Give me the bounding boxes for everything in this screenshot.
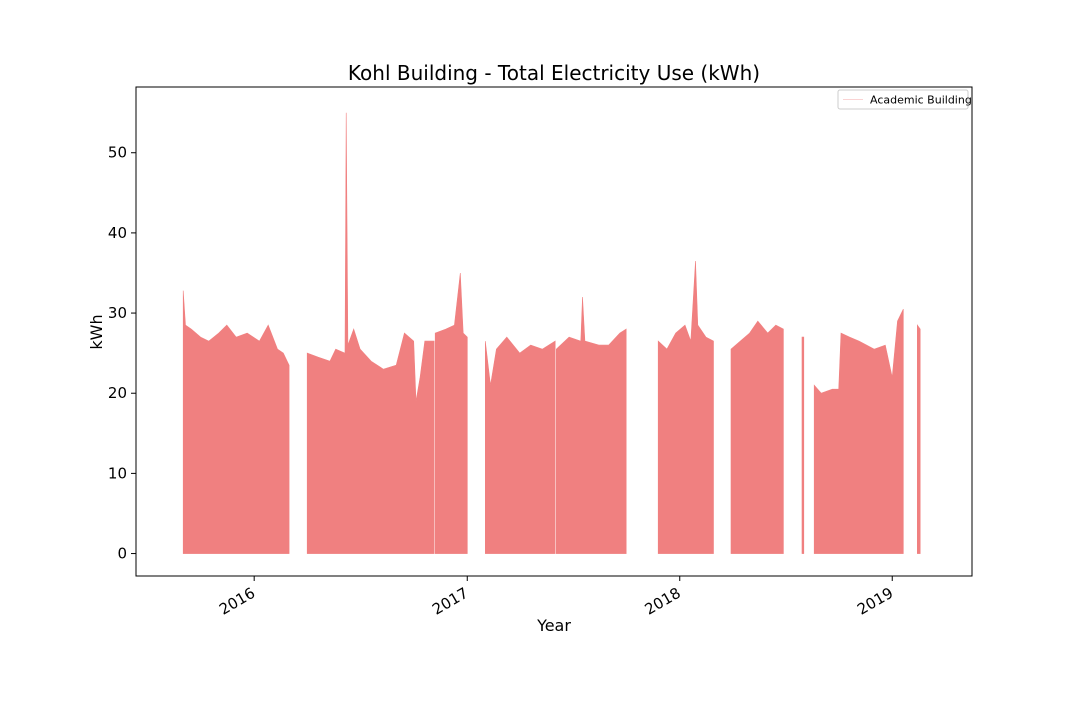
legend: Academic Building bbox=[837, 89, 972, 110]
y-tick-label-20: 20 bbox=[108, 384, 127, 402]
series-area-segment-1 bbox=[306, 112, 435, 554]
legend-entry-label: Academic Building bbox=[870, 94, 972, 107]
series-layer bbox=[182, 112, 921, 554]
y-tick-label-40: 40 bbox=[108, 224, 127, 242]
y-axis-label: kWh bbox=[87, 314, 106, 349]
series-area-segment-9 bbox=[917, 324, 921, 554]
y-tick-label-10: 10 bbox=[108, 464, 127, 482]
plot-frame bbox=[135, 86, 973, 577]
series-area-segment-4 bbox=[556, 296, 627, 554]
chart-title: Kohl Building - Total Electricity Use (k… bbox=[348, 61, 760, 85]
series-area-segment-3 bbox=[485, 336, 556, 554]
x-axis-label: Year bbox=[536, 616, 571, 635]
y-tick-label-50: 50 bbox=[108, 144, 127, 162]
series-area-segment-0 bbox=[182, 290, 290, 554]
series-area-segment-8 bbox=[813, 308, 904, 554]
series-area-segment-6 bbox=[730, 320, 784, 554]
y-tick-label-0: 0 bbox=[117, 545, 127, 563]
series-area-segment-5 bbox=[657, 260, 714, 554]
y-tick-label-30: 30 bbox=[108, 304, 127, 322]
series-area-segment-2 bbox=[434, 272, 468, 554]
series-area-segment-7 bbox=[801, 336, 805, 554]
y-axis: 0 10 20 30 40 50 bbox=[108, 144, 136, 563]
legend-box bbox=[837, 89, 969, 110]
